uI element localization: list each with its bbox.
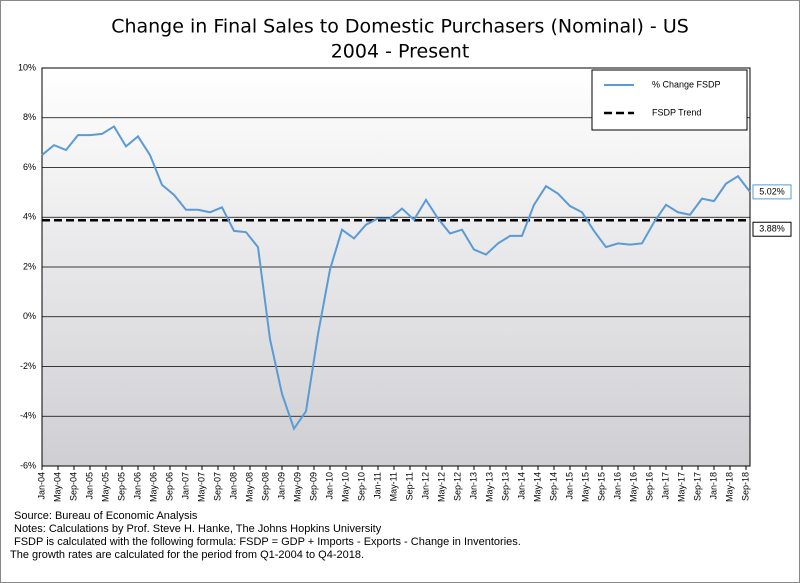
y-tick-label: -6% <box>20 460 36 470</box>
trend-value-label: 3.88% <box>759 224 785 234</box>
x-tick-label: Sep-11 <box>404 472 414 500</box>
legend-label: % Change FSDP <box>652 79 721 89</box>
x-tick-label: Sep-04 <box>68 472 78 501</box>
x-tick-label: May-10 <box>340 472 350 502</box>
chart-subtitle: 2004 - Present <box>331 41 470 63</box>
x-tick-label: Jan-08 <box>228 472 238 500</box>
x-tick-label: Jan-17 <box>660 472 670 500</box>
x-tick-label: Sep-16 <box>644 472 654 501</box>
note: The growth rates are calculated for the … <box>10 549 364 561</box>
y-tick-label: 10% <box>18 62 36 72</box>
note: Source: Bureau of Economic Analysis <box>14 510 198 522</box>
x-tick-label: Sep-09 <box>308 472 318 501</box>
note: Notes: Calculations by Prof. Steve H. Ha… <box>14 523 382 535</box>
x-tick-label: Sep-17 <box>692 472 702 501</box>
x-tick-label: Jan-10 <box>324 472 334 500</box>
x-tick-label: Jan-07 <box>180 472 190 500</box>
x-tick-label: Sep-13 <box>500 472 510 501</box>
chart-title: Change in Final Sales to Domestic Purcha… <box>111 16 689 38</box>
y-tick-label: 4% <box>23 212 36 222</box>
x-tick-label: Sep-07 <box>212 472 222 501</box>
x-tick-label: May-17 <box>676 472 686 502</box>
x-tick-label: Sep-15 <box>596 472 606 501</box>
x-tick-label: Jan-18 <box>708 472 718 500</box>
y-tick-label: -4% <box>20 411 36 421</box>
x-tick-label: May-09 <box>292 472 302 502</box>
x-tick-label: Sep-12 <box>452 472 462 501</box>
y-tick-label: 0% <box>23 311 36 321</box>
trend-label-box <box>752 221 792 237</box>
y-tick-label: 2% <box>23 261 36 271</box>
x-tick-label: May-08 <box>244 472 254 502</box>
y-tick-label: 6% <box>23 162 36 172</box>
x-tick-label: Jan-12 <box>420 472 430 500</box>
x-tick-label: Sep-05 <box>116 472 126 501</box>
x-tick-label: Jan-09 <box>276 472 286 500</box>
y-tick-label: -2% <box>20 361 36 371</box>
x-tick-label: May-12 <box>436 472 446 502</box>
x-tick-label: Jan-15 <box>564 472 574 500</box>
x-tick-label: May-13 <box>484 472 494 502</box>
y-tick-label: 8% <box>23 112 36 122</box>
x-tick-label: May-15 <box>580 472 590 502</box>
x-tick-label: Sep-10 <box>356 472 366 501</box>
x-tick-label: May-18 <box>724 472 734 502</box>
x-tick-label: Jan-13 <box>468 472 478 500</box>
value-label-box <box>752 184 792 200</box>
x-tick-label: Sep-14 <box>548 472 558 501</box>
x-tick-label: Sep-18 <box>740 472 750 501</box>
note: FSDP is calculated with the following fo… <box>14 536 521 548</box>
value-label: 5.02% <box>759 186 785 196</box>
x-tick-label: May-04 <box>52 472 62 502</box>
x-tick-label: May-14 <box>532 472 542 502</box>
x-tick-label: May-06 <box>148 472 158 502</box>
x-tick-label: Jan-11 <box>372 472 382 499</box>
x-tick-label: Jan-06 <box>132 472 142 500</box>
x-tick-label: May-16 <box>628 472 638 502</box>
x-tick-label: May-07 <box>196 472 206 502</box>
x-tick-label: Jan-04 <box>36 472 46 500</box>
x-tick-label: Jan-16 <box>612 472 622 500</box>
x-tick-label: Sep-06 <box>164 472 174 501</box>
legend-box <box>591 69 748 131</box>
x-tick-label: May-11 <box>388 472 398 501</box>
x-tick-label: Jan-05 <box>84 472 94 500</box>
x-tick-label: Jan-14 <box>516 472 526 500</box>
legend-label: FSDP Trend <box>652 107 701 117</box>
series-line <box>41 125 751 431</box>
x-tick-label: Sep-08 <box>260 472 270 501</box>
x-tick-label: May-05 <box>100 472 110 502</box>
